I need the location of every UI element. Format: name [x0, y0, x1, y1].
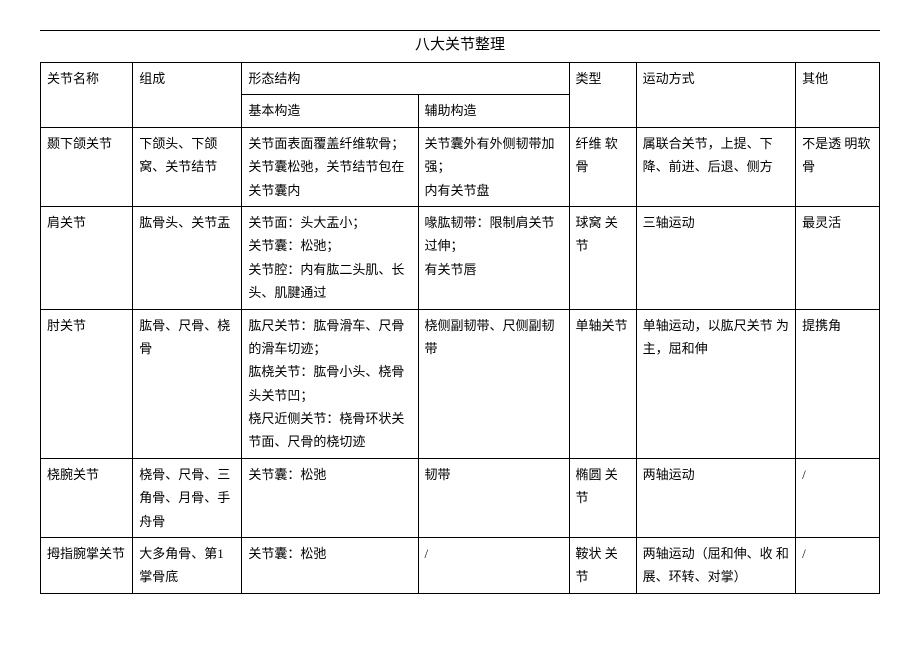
cell-basic: 关节囊：松弛: [242, 458, 418, 537]
cell-basic: 肱尺关节：肱骨滑车、尺骨的滑车切迹；肱桡关节：肱骨小头、桡骨头关节凹；桡尺近侧关…: [242, 309, 418, 458]
table-row: 肩关节 肱骨头、关节盂 关节面：头大盂小；关节囊：松弛；关节腔：内有肱二头肌、长…: [41, 206, 880, 309]
cell-auxiliary: 喙肱韧带：限制肩关节过伸；有关节唇: [418, 206, 569, 309]
cell-type: 椭圆 关节: [569, 458, 636, 537]
cell-type: 纤维 软骨: [569, 127, 636, 206]
cell-name: 肩关节: [41, 206, 133, 309]
cell-composition: 肱骨头、关节盂: [133, 206, 242, 309]
cell-basic: 关节囊：松弛: [242, 538, 418, 594]
cell-motion: 属联合关节，上提、下降、前进、后退、侧方: [636, 127, 795, 206]
cell-auxiliary: 韧带: [418, 458, 569, 537]
cell-auxiliary: 关节囊外有外侧韧带加强；内有关节盘: [418, 127, 569, 206]
cell-other: 不是透 明软骨: [796, 127, 880, 206]
header-basic: 基本构造: [242, 95, 418, 127]
cell-type: 鞍状 关节: [569, 538, 636, 594]
cell-composition: 下颌头、下颌窝、关节结节: [133, 127, 242, 206]
header-row-1: 关节名称 组成 形态结构 类型 运动方式 其他: [41, 63, 880, 95]
cell-auxiliary: 桡侧副韧带、尺侧副韧带: [418, 309, 569, 458]
table-row: 拇指腕掌关节 大多角骨、第1掌骨底 关节囊：松弛 / 鞍状 关节 两轴运动（屈和…: [41, 538, 880, 594]
table-row: 颞下颌关节 下颌头、下颌窝、关节结节 关节面表面覆盖纤维软骨；关节囊松弛，关节结…: [41, 127, 880, 206]
joints-table: 关节名称 组成 形态结构 类型 运动方式 其他 基本构造 辅助构造 颞下颌关节 …: [40, 62, 880, 594]
cell-motion: 单轴运动，以肱尺关节 为主，屈和伸: [636, 309, 795, 458]
top-border-line: [40, 30, 880, 31]
cell-name: 肘关节: [41, 309, 133, 458]
cell-basic: 关节面表面覆盖纤维软骨；关节囊松弛，关节结节包在 关节囊内: [242, 127, 418, 206]
cell-composition: 肱骨、尺骨、桡骨: [133, 309, 242, 458]
cell-type: 球窝 关节: [569, 206, 636, 309]
table-row: 肘关节 肱骨、尺骨、桡骨 肱尺关节：肱骨滑车、尺骨的滑车切迹；肱桡关节：肱骨小头…: [41, 309, 880, 458]
cell-name: 颞下颌关节: [41, 127, 133, 206]
cell-other: 最灵活: [796, 206, 880, 309]
cell-other: /: [796, 538, 880, 594]
table-row: 桡腕关节 桡骨、尺骨、三角骨、月骨、手舟骨 关节囊：松弛 韧带 椭圆 关节 两轴…: [41, 458, 880, 537]
header-morphology: 形态结构: [242, 63, 569, 95]
header-type: 类型: [569, 63, 636, 128]
cell-other: /: [796, 458, 880, 537]
cell-name: 桡腕关节: [41, 458, 133, 537]
header-motion: 运动方式: [636, 63, 795, 128]
cell-composition: 大多角骨、第1掌骨底: [133, 538, 242, 594]
cell-auxiliary: /: [418, 538, 569, 594]
page-title: 八大关节整理: [40, 33, 880, 54]
header-other: 其他: [796, 63, 880, 128]
header-name: 关节名称: [41, 63, 133, 128]
header-composition: 组成: [133, 63, 242, 128]
cell-type: 单轴关节: [569, 309, 636, 458]
cell-basic: 关节面：头大盂小；关节囊：松弛；关节腔：内有肱二头肌、长头、肌腱通过: [242, 206, 418, 309]
header-auxiliary: 辅助构造: [418, 95, 569, 127]
cell-motion: 两轴运动: [636, 458, 795, 537]
cell-motion: 三轴运动: [636, 206, 795, 309]
cell-motion: 两轴运动（屈和伸、收 和展、环转、对掌）: [636, 538, 795, 594]
cell-other: 提携角: [796, 309, 880, 458]
cell-name: 拇指腕掌关节: [41, 538, 133, 594]
cell-composition: 桡骨、尺骨、三角骨、月骨、手舟骨: [133, 458, 242, 537]
